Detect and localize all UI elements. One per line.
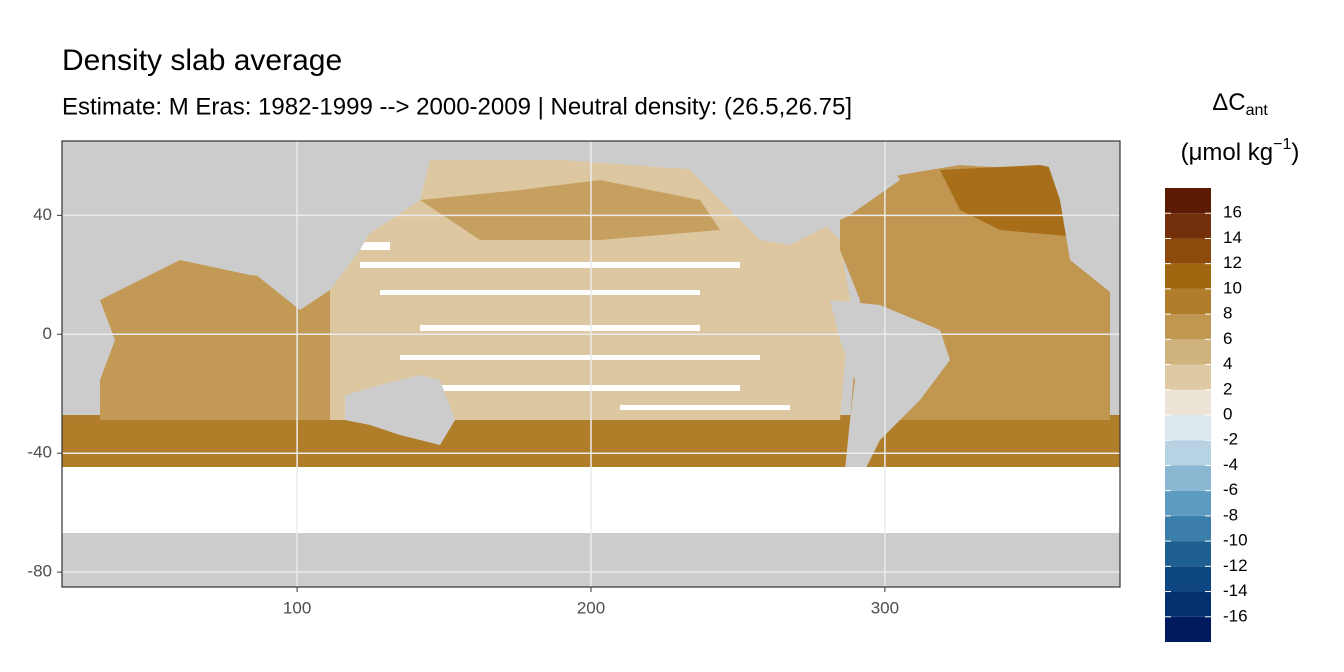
chart-title: Density slab average bbox=[62, 44, 342, 77]
colorbar-bin bbox=[1165, 188, 1211, 214]
colorbar-label: -16 bbox=[1223, 606, 1248, 625]
colorbar-bin bbox=[1165, 490, 1211, 516]
colorbar-label: 10 bbox=[1223, 278, 1242, 297]
legend: ΔCant (μmol kg−1) -16 -14 -12 -10 -8 -6 -4 -2 0 2… bbox=[1165, 89, 1299, 642]
north-pacific-band bbox=[420, 180, 720, 240]
chart-subtitle: Estimate: M Eras: 1982-1999 --> 2000-200… bbox=[62, 93, 852, 120]
legend-title: ΔCant bbox=[1212, 89, 1268, 119]
colorbar-bin bbox=[1165, 314, 1211, 340]
x-tick-label: 300 bbox=[871, 598, 899, 617]
colorbar-label: 8 bbox=[1223, 304, 1232, 323]
colorbar-bin bbox=[1165, 238, 1211, 264]
colorbar-bin bbox=[1165, 364, 1211, 390]
colorbar-bin bbox=[1165, 288, 1211, 315]
colorbar-label: 4 bbox=[1223, 354, 1232, 373]
colorbar-label: 14 bbox=[1223, 228, 1242, 247]
colorbar-bin bbox=[1165, 415, 1211, 441]
indian-ocean bbox=[100, 260, 340, 420]
legend-unit-main: (μmol kg bbox=[1181, 139, 1274, 166]
colorbar-bin bbox=[1165, 541, 1211, 567]
colorbar-bin bbox=[1165, 566, 1211, 592]
colorbar-label: -12 bbox=[1223, 556, 1248, 575]
colorbar-label: -10 bbox=[1223, 531, 1248, 550]
grid bbox=[62, 141, 1120, 587]
colorbar-label: 16 bbox=[1223, 203, 1242, 222]
map-panel bbox=[61, 140, 1121, 588]
legend-unit-close: ) bbox=[1291, 139, 1299, 166]
colorbar-bin bbox=[1165, 440, 1211, 466]
colorbar: -16 -14 -12 -10 -8 -6 -4 -2 0 2 4 6 8 10 12 14 16 bbox=[1165, 188, 1248, 642]
colorbar-label: 6 bbox=[1223, 329, 1232, 348]
legend-title-sub: ant bbox=[1246, 102, 1269, 119]
colorbar-bin bbox=[1165, 389, 1211, 415]
colorbar-label: 0 bbox=[1223, 404, 1232, 423]
colorbar-bin bbox=[1165, 263, 1211, 289]
legend-title-main: ΔC bbox=[1212, 89, 1245, 116]
colorbar-label: -8 bbox=[1223, 505, 1238, 524]
colorbar-label: -4 bbox=[1223, 455, 1238, 474]
colorbar-label: -6 bbox=[1223, 480, 1238, 499]
colorbar-bin bbox=[1165, 465, 1211, 491]
x-tick-label: 200 bbox=[577, 598, 605, 617]
y-tick-label: -40 bbox=[27, 443, 52, 462]
colorbar-bin bbox=[1165, 591, 1211, 617]
colorbar-bin bbox=[1165, 515, 1211, 542]
colorbar-label: 2 bbox=[1223, 379, 1232, 398]
legend-unit-sup: −1 bbox=[1273, 136, 1291, 153]
colorbar-bin bbox=[1165, 616, 1211, 642]
colorbar-label: -2 bbox=[1223, 430, 1238, 449]
colorbar-bin bbox=[1165, 213, 1211, 239]
colorbar-label: 12 bbox=[1223, 253, 1242, 272]
y-tick-label: 40 bbox=[33, 205, 52, 224]
x-tick-label: 100 bbox=[283, 598, 311, 617]
y-tick-label: 0 bbox=[43, 324, 52, 343]
colorbar-label: -14 bbox=[1223, 581, 1248, 600]
colorbar-bin bbox=[1165, 339, 1211, 365]
legend-unit: (μmol kg−1) bbox=[1181, 136, 1300, 166]
y-tick-label: -80 bbox=[27, 562, 52, 581]
